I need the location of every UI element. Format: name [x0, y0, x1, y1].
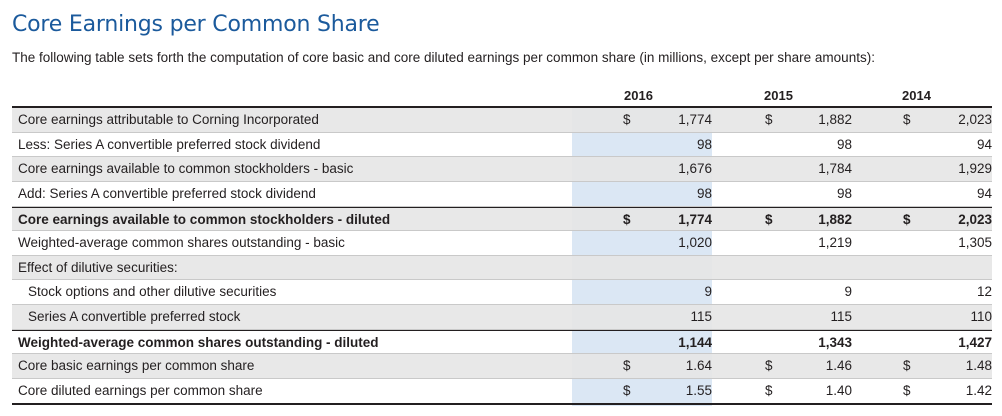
value-cell-2014: 110 [970, 309, 992, 325]
value-cell-2016: 115 [690, 309, 712, 325]
table-top-rule [12, 106, 992, 108]
value-cell-2016: 1,020 [678, 235, 712, 251]
value-cell-2015: 9 [844, 284, 852, 300]
row-label: Effect of dilutive securities: [18, 259, 178, 275]
value-cell-2014: 12 [976, 284, 992, 300]
currency-sign: $ [623, 112, 631, 127]
row-label: Weighted-average common shares outstandi… [18, 334, 379, 350]
currency-sign: $ [903, 112, 911, 127]
currency-sign: $ [623, 358, 631, 374]
row-label: Core diluted earnings per common share [18, 383, 263, 399]
value-cell-2016: 1.64 [685, 358, 712, 374]
table-row: Add: Series A convertible preferred stoc… [12, 182, 992, 207]
table-row: Core earnings available to common stockh… [12, 157, 992, 182]
currency-sign: $ [623, 383, 631, 399]
value-cell-2014: 1,929 [958, 161, 992, 177]
currency-sign: $ [903, 383, 911, 399]
value-cell-2015: 1,219 [818, 235, 852, 251]
table-row: Core diluted earnings per common share $1… [12, 379, 992, 404]
value-cell-2016: 98 [696, 136, 712, 152]
currency-sign: $ [765, 358, 773, 374]
earnings-table: Core earnings attributable to Corning In… [12, 108, 992, 404]
year-header-2014: 2014 [902, 88, 931, 103]
value-cell-2015: 1,882 [818, 112, 852, 127]
row-label: Core basic earnings per common share [18, 358, 255, 374]
currency-sign: $ [903, 358, 911, 374]
row-label: Core earnings available to common stockh… [18, 211, 391, 227]
page-title: Core Earnings per Common Share [12, 12, 380, 37]
year-header-2015: 2015 [764, 88, 793, 103]
value-cell-2016: 1,774 [678, 211, 712, 227]
table-row: Weighted-average common shares outstandi… [12, 329, 992, 355]
value-cell-2015: 98 [836, 185, 852, 201]
table-row: Weighted-average common shares outstandi… [12, 231, 992, 256]
currency-sign: $ [765, 112, 773, 127]
year-header-2016: 2016 [624, 88, 653, 103]
currency-sign: $ [765, 211, 773, 227]
row-label: Series A convertible preferred stock [28, 309, 241, 325]
row-label: Less: Series A convertible preferred sto… [18, 136, 321, 152]
value-cell-2014: 94 [976, 185, 992, 201]
table-row: Series A convertible preferred stock 115 1… [12, 305, 992, 330]
table-row: Core earnings attributable to Corning In… [12, 108, 992, 133]
value-cell-2014: 2,023 [958, 211, 992, 227]
value-cell-2016: 1,774 [678, 112, 712, 127]
value-cell-2016: 98 [696, 185, 712, 201]
currency-sign: $ [623, 211, 631, 227]
value-cell-2014: 94 [976, 136, 992, 152]
value-cell-2015: 1,343 [818, 334, 852, 350]
value-cell-2015: 1.46 [825, 358, 852, 374]
value-cell-2016: 1.55 [685, 383, 712, 399]
table-row: Less: Series A convertible preferred sto… [12, 133, 992, 158]
row-label: Weighted-average common shares outstandi… [18, 235, 345, 251]
value-cell-2015: 1.40 [825, 383, 852, 399]
value-cell-2014: 1,427 [958, 334, 992, 350]
table-row: Core basic earnings per common share $1.6… [12, 354, 992, 380]
table-row: Stock options and other dilutive securit… [12, 280, 992, 306]
table-row: Core earnings available to common stockh… [12, 206, 992, 232]
value-cell-2016: 1,144 [678, 334, 712, 350]
value-cell-2015: 1,882 [818, 211, 852, 227]
table-description: The following table sets forth the compu… [12, 50, 875, 65]
value-cell-2014: 1.48 [965, 358, 992, 374]
currency-sign: $ [903, 211, 911, 227]
value-cell-2014: 1.42 [965, 383, 992, 399]
currency-sign: $ [765, 383, 773, 399]
row-label: Add: Series A convertible preferred stoc… [18, 185, 316, 201]
table-row: Effect of dilutive securities: [12, 255, 992, 281]
value-cell-2016: 9 [704, 284, 712, 300]
value-cell-2015: 1,784 [818, 161, 852, 177]
value-cell-2015: 98 [836, 136, 852, 152]
year-header-row: 2016 2015 2014 [0, 88, 1002, 106]
row-label: Core earnings attributable to Corning In… [18, 112, 319, 127]
value-cell-2014: 1,305 [958, 235, 992, 251]
row-label: Stock options and other dilutive securit… [28, 284, 277, 300]
row-label: Core earnings available to common stockh… [18, 161, 354, 177]
value-cell-2015: 115 [830, 309, 852, 325]
table-bottom-rule [12, 403, 992, 405]
value-cell-2014: 2,023 [958, 112, 992, 127]
value-cell-2016: 1,676 [678, 161, 712, 177]
